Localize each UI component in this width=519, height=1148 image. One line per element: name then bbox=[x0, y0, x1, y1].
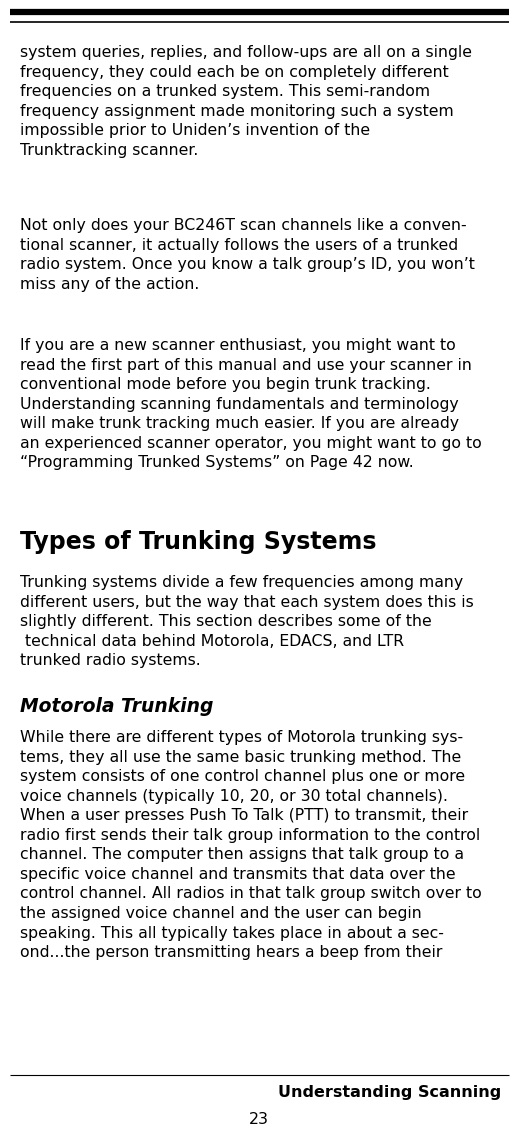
Text: Not only does your BC246T scan channels like a conven-
tional scanner, it actual: Not only does your BC246T scan channels … bbox=[20, 218, 475, 292]
Text: If you are a new scanner enthusiast, you might want to
read the first part of th: If you are a new scanner enthusiast, you… bbox=[20, 338, 482, 471]
Text: Understanding Scanning: Understanding Scanning bbox=[278, 1085, 502, 1100]
Text: Motorola Trunking: Motorola Trunking bbox=[20, 697, 213, 716]
Text: Trunking systems divide a few frequencies among many
different users, but the wa: Trunking systems divide a few frequencie… bbox=[20, 575, 474, 668]
Text: system queries, replies, and follow-ups are all on a single
frequency, they coul: system queries, replies, and follow-ups … bbox=[20, 45, 472, 157]
Text: While there are different types of Motorola trunking sys-
tems, they all use the: While there are different types of Motor… bbox=[20, 730, 482, 960]
Text: Types of Trunking Systems: Types of Trunking Systems bbox=[20, 530, 376, 554]
Text: 23: 23 bbox=[249, 1112, 269, 1127]
